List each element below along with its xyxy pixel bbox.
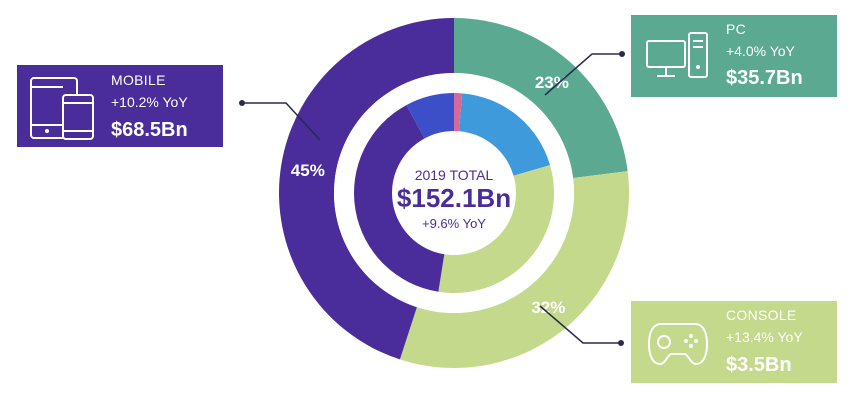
- console-value: $3.5Bn: [726, 354, 792, 376]
- outer-label-mobile: 45%: [291, 161, 325, 180]
- mobile-value: $68.5Bn: [111, 119, 188, 141]
- mobile-card: MOBILE +10.2% YoY $68.5Bn: [17, 65, 223, 147]
- console-connector-dot: [618, 340, 624, 346]
- outer-label-pc: 23%: [535, 73, 569, 92]
- connectors: [239, 51, 625, 346]
- outer-slice-pc: [454, 18, 628, 178]
- console-yoy: +13.4% YoY: [726, 329, 803, 345]
- mobile-yoy: +10.2% YoY: [111, 94, 188, 110]
- pc-connector: [544, 53, 622, 96]
- gamepad-icon: [647, 323, 709, 366]
- inner-slice-mobile-blue: [406, 93, 454, 139]
- mobile-name: MOBILE: [111, 72, 166, 88]
- pc-name: PC: [726, 21, 747, 37]
- inner-slice-pc-pink: [454, 93, 463, 132]
- pc-card: PC +4.0% YoY $35.7Bn: [631, 15, 837, 97]
- inner-slice-console: [438, 165, 554, 293]
- outer-label-console: 32%: [531, 298, 565, 317]
- console-connector: [539, 305, 621, 344]
- mobile-connector: [242, 102, 321, 141]
- inner-slice-pc-blue: [459, 93, 551, 176]
- outer-slice-mobile: [279, 18, 454, 360]
- mobile-devices-icon: [30, 77, 94, 140]
- console-name: CONSOLE: [726, 307, 797, 323]
- center-total-value: $152.1Bn: [397, 183, 511, 213]
- center-total-yoy: +9.6% YoY: [422, 216, 486, 231]
- center-total-label: 2019 TOTAL: [415, 167, 494, 183]
- mobile-connector-dot: [239, 100, 245, 106]
- pc-value: $35.7Bn: [726, 67, 803, 89]
- outer-slice-console: [399, 171, 629, 368]
- outer-labels: 23% 32% 45%: [291, 73, 569, 317]
- console-card: CONSOLE +13.4% YoY $3.5Bn: [631, 301, 837, 383]
- pc-yoy: +4.0% YoY: [726, 43, 795, 59]
- desktop-pc-icon: [646, 32, 708, 78]
- inner-slice-mobile-dark: [354, 105, 445, 292]
- pc-connector-dot: [619, 51, 625, 57]
- inner-ring: [354, 93, 554, 293]
